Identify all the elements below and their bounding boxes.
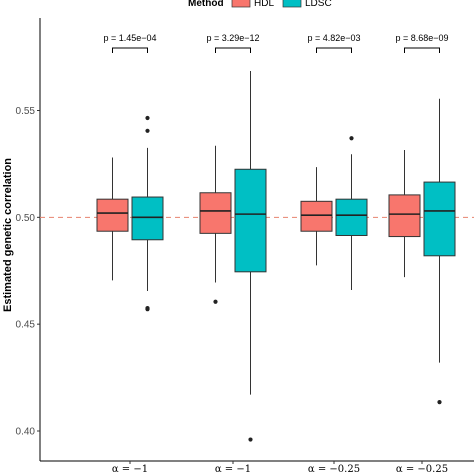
box-hdl-2 <box>199 145 232 304</box>
y-tick-label: 0.55 <box>16 106 36 117</box>
box-hdl-1 <box>96 157 129 281</box>
box-body <box>388 194 421 238</box>
significance-bracket <box>112 47 148 53</box>
outlier-point <box>145 115 150 121</box>
box-body <box>300 200 333 232</box>
x-category-label: α = −0.25 <box>308 464 360 474</box>
legend-title: Method <box>188 0 224 9</box>
box-ldsc-2 <box>234 70 267 442</box>
outlier-point <box>145 128 150 133</box>
p-value-label: p = 4.82e−03 <box>307 33 360 43</box>
outlier-point <box>213 299 218 304</box>
p-value-label: p = 3.29e−12 <box>206 33 259 43</box>
plot-panel: 0.40 0.45 0.50 0.55 p = 1.45e−04 p = 3.29e−12… <box>16 18 474 474</box>
y-tick-label: 0.40 <box>16 427 36 438</box>
legend-key-hdl <box>231 0 251 8</box>
y-tick-label: 0.45 <box>16 320 36 331</box>
legend-key-ldsc <box>282 0 302 8</box>
p-value-label: p = 8.68e−09 <box>395 33 448 43</box>
significance-bracket <box>316 47 352 53</box>
box-hdl-3 <box>300 167 333 266</box>
x-category-label: α = −0.25 <box>396 464 448 474</box>
box-ldsc-1 <box>131 115 164 312</box>
box-ldsc-4 <box>423 98 456 405</box>
box-ldsc-3 <box>335 136 368 290</box>
box-hdl-4 <box>388 150 421 278</box>
box-body <box>335 198 368 236</box>
p-value-label: p = 1.45e−04 <box>103 33 156 43</box>
y-axis-title: Estimated genetic correlation <box>2 158 14 312</box>
box-body <box>131 196 164 241</box>
outlier-point <box>145 307 150 312</box>
box-body <box>96 198 129 232</box>
box-body <box>423 181 456 257</box>
significance-bracket <box>404 47 440 53</box>
box-body <box>234 168 267 273</box>
y-tick-label: 0.50 <box>16 213 36 224</box>
x-category-label: α = −1 <box>112 464 148 474</box>
outlier-point <box>248 437 253 442</box>
legend-label-ldsc: LDSC <box>305 0 332 9</box>
legend-label-hdl: HDL <box>254 0 274 9</box>
outlier-point <box>349 136 354 141</box>
outlier-point <box>437 400 442 405</box>
significance-bracket <box>215 47 251 53</box>
x-category-label: α = −1 <box>215 464 251 474</box>
legend: Method HDL LDSC <box>188 0 332 9</box>
box-body <box>199 192 232 234</box>
